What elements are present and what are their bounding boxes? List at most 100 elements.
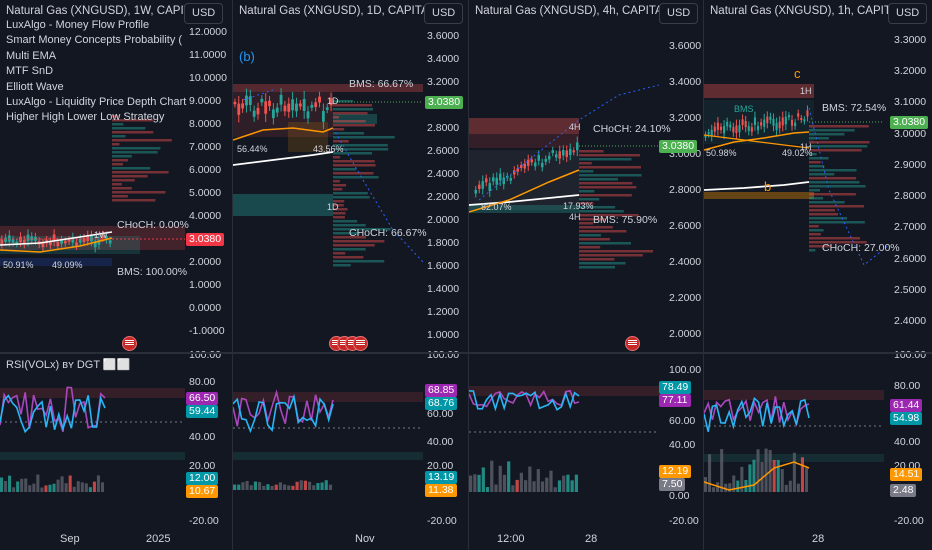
volume-bar <box>56 479 60 492</box>
h1-price-chart[interactable] <box>704 0 932 550</box>
candle <box>523 163 526 169</box>
candle <box>52 234 56 241</box>
prob-label: 50.98% <box>706 148 737 158</box>
indicator-item[interactable]: Higher High Lower Low Strategy <box>6 111 165 124</box>
volume-bar <box>40 487 44 492</box>
liquidity-bar <box>333 260 385 263</box>
volume-bar <box>320 482 324 490</box>
indicator-item[interactable]: Elliott Wave <box>6 80 64 93</box>
liquidity-bar <box>112 115 119 118</box>
indicator-item[interactable]: LuxAlgo - Liquidity Price Depth Chart <box>6 96 187 109</box>
ema-orange <box>469 169 580 213</box>
price-tick: 2.8000 <box>427 122 460 134</box>
liquidity-bar <box>579 254 643 257</box>
liquidity-bar <box>579 258 615 261</box>
indicator-item[interactable]: Smart Money Concepts Probability ( <box>6 34 183 47</box>
panel-4h[interactable]: Natural Gas (XNGUSD), 4h, CAPITALC USD C… <box>469 0 703 550</box>
price-tick: 6.0000 <box>189 164 222 176</box>
ema-orange <box>704 131 810 151</box>
rsi-value-badge: 68.85 <box>425 384 458 397</box>
rsi-signal-badge: 68.76 <box>425 397 458 410</box>
panel-weekly[interactable]: Natural Gas (XNGUSD), 1W, CAPITA USD Lux… <box>0 0 232 550</box>
liquidity-bar <box>579 218 606 221</box>
panel-divider[interactable] <box>703 0 704 550</box>
panel-divider[interactable] <box>232 0 233 550</box>
price-tick: 3.0000 <box>894 128 927 140</box>
volume-avg-line <box>704 461 810 491</box>
candle <box>794 122 797 127</box>
liquidity-bar <box>579 178 618 181</box>
currency-button[interactable]: USD <box>424 3 464 24</box>
daily-price-chart[interactable] <box>233 0 468 550</box>
liquidity-bar <box>112 163 123 166</box>
pane-divider[interactable] <box>0 352 932 354</box>
candle <box>306 111 310 119</box>
h4-price-chart[interactable] <box>469 0 703 550</box>
indicator-item[interactable]: LuxAlgo - Money Flow Profile <box>6 19 150 31</box>
currency-button[interactable]: USD <box>659 3 699 24</box>
panel-1h[interactable]: Natural Gas (XNGUSD), 1h, CAPITALC USD c… <box>704 0 932 550</box>
rsi-tick: 100.00 <box>669 364 702 376</box>
price-tick: 1.2000 <box>427 306 460 318</box>
price-tick: 3.4000 <box>669 76 702 88</box>
rsi-tick: -20.00 <box>669 515 699 527</box>
liquidity-bar <box>809 133 845 136</box>
indicator-item[interactable]: MTF SnD <box>6 65 54 78</box>
currency-button[interactable]: USD <box>184 3 224 24</box>
candle <box>527 159 530 166</box>
candle <box>63 240 67 244</box>
candle <box>713 126 716 132</box>
candle <box>245 95 248 106</box>
rsi-tick: 80.00 <box>189 376 216 388</box>
rsi-tick: 100.00 <box>189 349 222 361</box>
volume-bar <box>44 485 48 492</box>
price-tick: 5.0000 <box>189 187 222 199</box>
projection-line <box>242 89 274 101</box>
liquidity-bar <box>112 131 154 134</box>
rsi-title[interactable]: RSI(VOLx) ʙʏ DGT ⬜⬜ <box>6 359 131 371</box>
rsi-tick: 40.00 <box>427 436 454 448</box>
volume-bar <box>249 485 253 490</box>
candle <box>537 155 540 161</box>
liquidity-bar <box>333 116 340 119</box>
candle <box>757 125 760 131</box>
liquidity-bar <box>333 144 388 147</box>
volume-bar <box>704 477 708 492</box>
wave-label-c: c <box>794 66 801 81</box>
us-flag-icon[interactable] <box>353 336 368 351</box>
liquidity-bar <box>112 191 166 194</box>
candle <box>548 155 551 160</box>
us-flag-icon[interactable] <box>625 336 640 351</box>
us-flag-icon[interactable] <box>122 336 137 351</box>
liquidity-bar <box>112 175 148 178</box>
volume-bar <box>245 480 249 490</box>
price-tick: 1.0000 <box>427 329 460 341</box>
candle <box>569 148 572 156</box>
candle <box>75 242 78 247</box>
candle <box>530 159 533 163</box>
panel-divider[interactable] <box>468 0 469 550</box>
candle <box>478 184 481 190</box>
panel-daily[interactable]: Natural Gas (XNGUSD), 1D, CAPITALC USD (… <box>233 0 468 550</box>
liquidity-bar <box>809 129 855 132</box>
panel-title: Natural Gas (XNGUSD), 1W, CAPITA <box>6 5 198 17</box>
rsi-signal-badge: 78.49 <box>659 381 692 394</box>
liquidity-bar <box>333 216 345 219</box>
candle <box>93 240 97 248</box>
candle <box>719 126 723 130</box>
liquidity-bar <box>333 244 375 247</box>
indicator-item[interactable]: Multi EMA <box>6 49 57 62</box>
liquidity-bar <box>579 222 594 225</box>
currency-button[interactable]: USD <box>888 3 928 24</box>
volume-bar <box>270 485 274 490</box>
x-tick: 12:00 <box>497 533 525 545</box>
candle <box>806 110 809 117</box>
liquidity-bar <box>579 262 626 265</box>
panel-title: Natural Gas (XNGUSD), 1h, CAPITALC <box>710 5 913 17</box>
price-tick: 2.6000 <box>669 220 702 232</box>
liquidity-bar <box>333 156 341 159</box>
weekly-price-chart[interactable] <box>0 0 232 550</box>
candle <box>704 134 707 138</box>
liquidity-bar <box>112 143 120 146</box>
liquidity-bar <box>809 245 832 248</box>
